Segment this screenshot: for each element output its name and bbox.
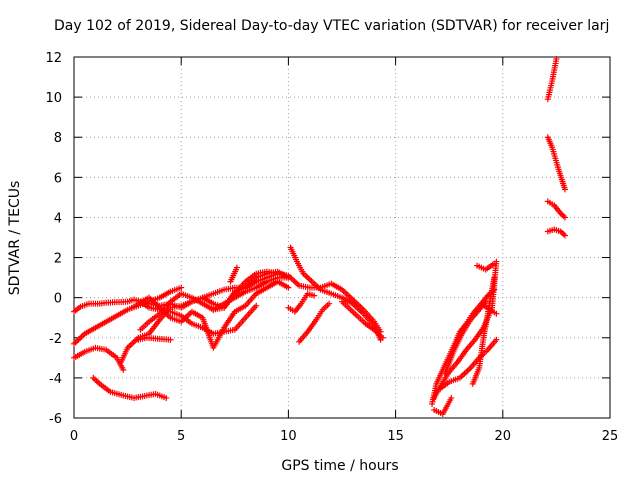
series-track3 (71, 344, 127, 373)
y-tick-label: -4 (49, 372, 62, 387)
x-tick-label: 15 (387, 429, 404, 444)
x-tick-label: 10 (280, 429, 297, 444)
plus-marker (311, 292, 318, 299)
series-track22 (474, 260, 498, 273)
x-tick-label: 25 (602, 429, 619, 444)
x-tick-label: 5 (177, 429, 185, 444)
series-track10 (135, 334, 174, 343)
plus-marker (561, 214, 568, 221)
y-tick-label: 12 (45, 51, 62, 66)
plus-marker (326, 300, 333, 307)
plus-marker (553, 56, 560, 63)
x-tick-label: 20 (495, 429, 512, 444)
y-tick-label: 10 (45, 91, 62, 106)
plus-marker (233, 264, 240, 271)
y-tick-label: 8 (54, 131, 62, 146)
series-track4 (90, 374, 170, 401)
plus-marker (285, 284, 292, 291)
series-track11 (227, 264, 240, 285)
x-tick-label: 0 (70, 429, 78, 444)
plus-marker (482, 298, 489, 305)
series-track24 (544, 56, 560, 103)
series-track12 (285, 290, 318, 315)
plus-marker (274, 270, 281, 277)
y-tick-label: 0 (54, 292, 62, 307)
series-track14 (296, 300, 333, 345)
series-track20 (441, 298, 489, 377)
y-axis-label: SDTVAR / TECUs (7, 180, 23, 296)
series-track25 (544, 134, 568, 193)
series-track21 (469, 274, 498, 387)
x-axis-label: GPS time / hours (281, 458, 399, 474)
grid (74, 57, 610, 418)
plus-marker (253, 302, 260, 309)
y-tick-label: -6 (49, 412, 62, 427)
plus-marker (167, 336, 174, 343)
series-track27 (544, 226, 568, 239)
y-tick-label: -2 (49, 332, 62, 347)
plus-marker (163, 394, 170, 401)
plus-marker (178, 284, 185, 291)
chart-title: Day 102 of 2019, Sidereal Day-to-day VTE… (54, 18, 610, 34)
plus-marker (493, 336, 500, 343)
y-tick-label: 2 (54, 252, 62, 267)
plus-marker (491, 274, 498, 281)
plus-marker (493, 310, 500, 317)
plus-marker (120, 366, 127, 373)
data-markers (71, 56, 568, 417)
plus-marker (561, 232, 568, 239)
series-track15 (339, 298, 386, 341)
y-tick-label: 6 (54, 171, 62, 186)
plus-marker (448, 394, 455, 401)
plot-border (73, 56, 611, 419)
y-tick-label: 4 (54, 211, 62, 226)
plus-marker (285, 274, 292, 281)
series-track23 (478, 300, 500, 317)
series-track17 (431, 394, 455, 417)
series-track8 (137, 268, 281, 333)
plus-marker (491, 260, 498, 267)
plus-marker (561, 186, 568, 193)
axes: 0 5 10 15 20 25 -6 -4 -2 0 2 4 6 8 10 12 (45, 51, 618, 444)
series-track6 (128, 278, 292, 351)
series-track26 (544, 198, 568, 221)
series-track9 (137, 298, 260, 337)
plus-marker (379, 334, 386, 341)
